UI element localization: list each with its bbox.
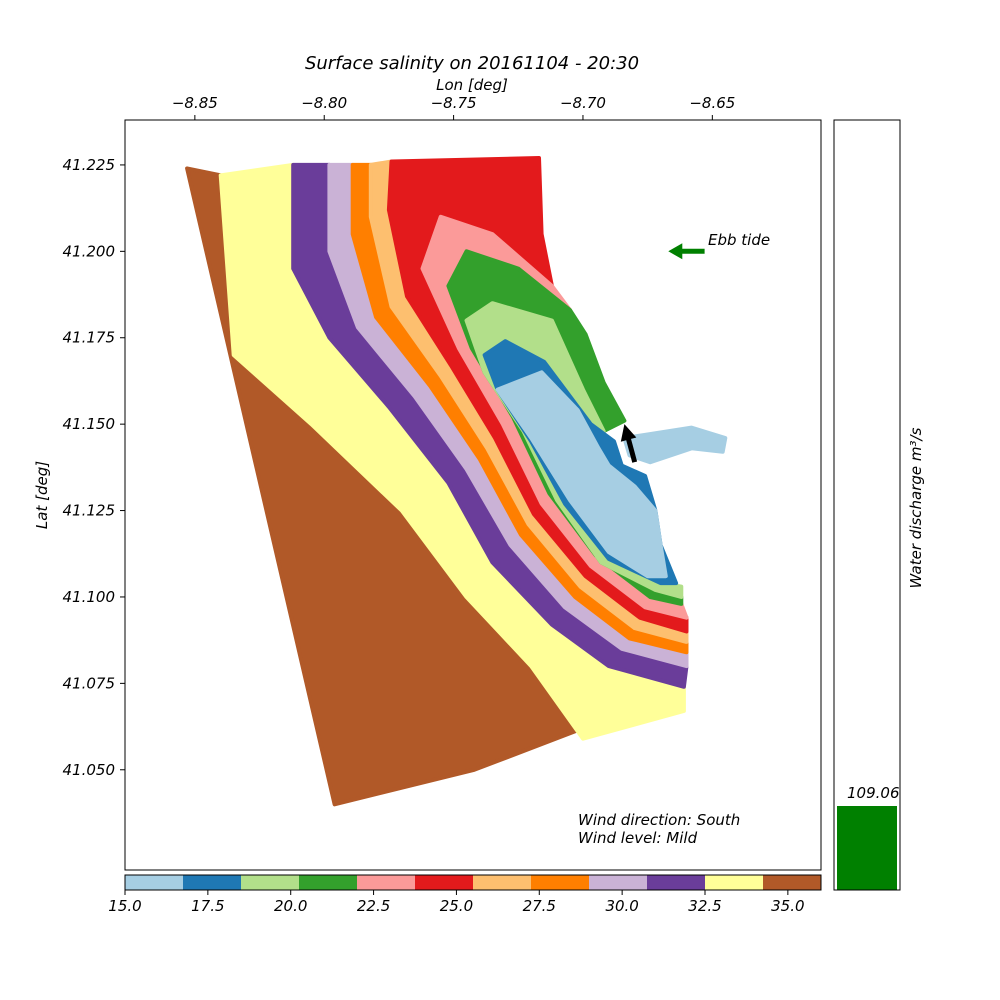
flow-direction-arrow <box>620 424 638 463</box>
colorbar-cell <box>589 875 647 890</box>
colorbar-tick-label: 22.5 <box>357 897 390 915</box>
colorbar-tick-label: 27.5 <box>523 897 556 915</box>
colorbar-cell <box>299 875 357 890</box>
ebb-tide-label: Ebb tide <box>708 231 770 249</box>
y-tick-label: 41.150 <box>63 415 116 433</box>
discharge-value: 109.06 <box>847 784 900 802</box>
colorbar-frame <box>124 874 822 891</box>
x-tick-label: −8.65 <box>689 94 735 112</box>
colorbar-tick-label: 30.0 <box>605 897 638 915</box>
salinity-zone-11 <box>495 370 668 579</box>
colorbar-cell <box>473 875 531 890</box>
colorbar-cell <box>705 875 763 890</box>
colorbar-tick-label: 20.0 <box>274 897 307 915</box>
x-tick-label: −8.70 <box>560 94 606 112</box>
map-plot-area: Ebb tide Wind direction: South Wind leve… <box>63 94 822 871</box>
salinity-colorbar: 15.0 17.5 20.0 22.5 25.0 27.5 30.0 32.5 35.0 <box>108 874 822 915</box>
wind-level-text: Wind level: Mild <box>578 829 698 847</box>
colorbar-ticks: 15.0 17.5 20.0 22.5 25.0 27.5 30.0 32.5 35.0 <box>108 890 805 915</box>
discharge-frame <box>833 119 901 891</box>
wind-direction-text: Wind direction: South <box>578 811 740 829</box>
x-tick-label: −8.75 <box>431 94 477 112</box>
colorbar-cell <box>647 875 705 890</box>
x-axis-ticks: −8.85 −8.80 −8.75 −8.70 −8.65 <box>172 94 735 120</box>
colorbar-cell <box>415 875 473 890</box>
y-tick-label: 41.100 <box>63 588 116 606</box>
y-tick-label: 41.125 <box>63 502 116 520</box>
salinity-zones <box>185 156 728 807</box>
colorbar-cell <box>763 875 821 890</box>
plot-annotations: Ebb tide Wind direction: South Wind leve… <box>578 231 770 847</box>
y-axis-ticks: 41.050 41.075 41.100 41.125 41.150 41.175 41.2… <box>63 156 125 779</box>
colorbar-tick-label: 17.5 <box>191 897 224 915</box>
y-tick-label: 41.225 <box>63 156 116 174</box>
colorbar-tick-label: 25.0 <box>440 897 473 915</box>
colorbar-cell <box>125 875 183 890</box>
salinity-zone-12 <box>622 425 728 465</box>
chart-title: Surface salinity on 20161104 - 20:30 <box>305 53 639 74</box>
x-axis-label: Lon [deg] <box>436 76 508 94</box>
discharge-bar <box>837 806 897 890</box>
x-tick-label: −8.85 <box>172 94 218 112</box>
colorbar-cells <box>125 875 821 890</box>
x-tick-label: −8.80 <box>301 94 347 112</box>
discharge-axis-label: Water discharge m³/s <box>907 427 925 588</box>
colorbar-cell <box>241 875 299 890</box>
colorbar-tick-label: 15.0 <box>108 897 141 915</box>
colorbar-tick-label: 32.5 <box>688 897 721 915</box>
discharge-panel: 109.06 Water discharge m³/s <box>833 119 925 891</box>
colorbar-cell <box>183 875 241 890</box>
y-tick-label: 41.175 <box>63 329 116 347</box>
colorbar-cell <box>357 875 415 890</box>
y-tick-label: 41.050 <box>63 761 116 779</box>
ebb-tide-arrow <box>668 243 705 260</box>
colorbar-tick-label: 35.0 <box>771 897 804 915</box>
y-tick-label: 41.200 <box>63 242 116 260</box>
y-tick-label: 41.075 <box>63 674 116 692</box>
y-axis-label: Lat [deg] <box>33 461 51 529</box>
colorbar-cell <box>531 875 589 890</box>
plot-frame <box>124 119 822 871</box>
